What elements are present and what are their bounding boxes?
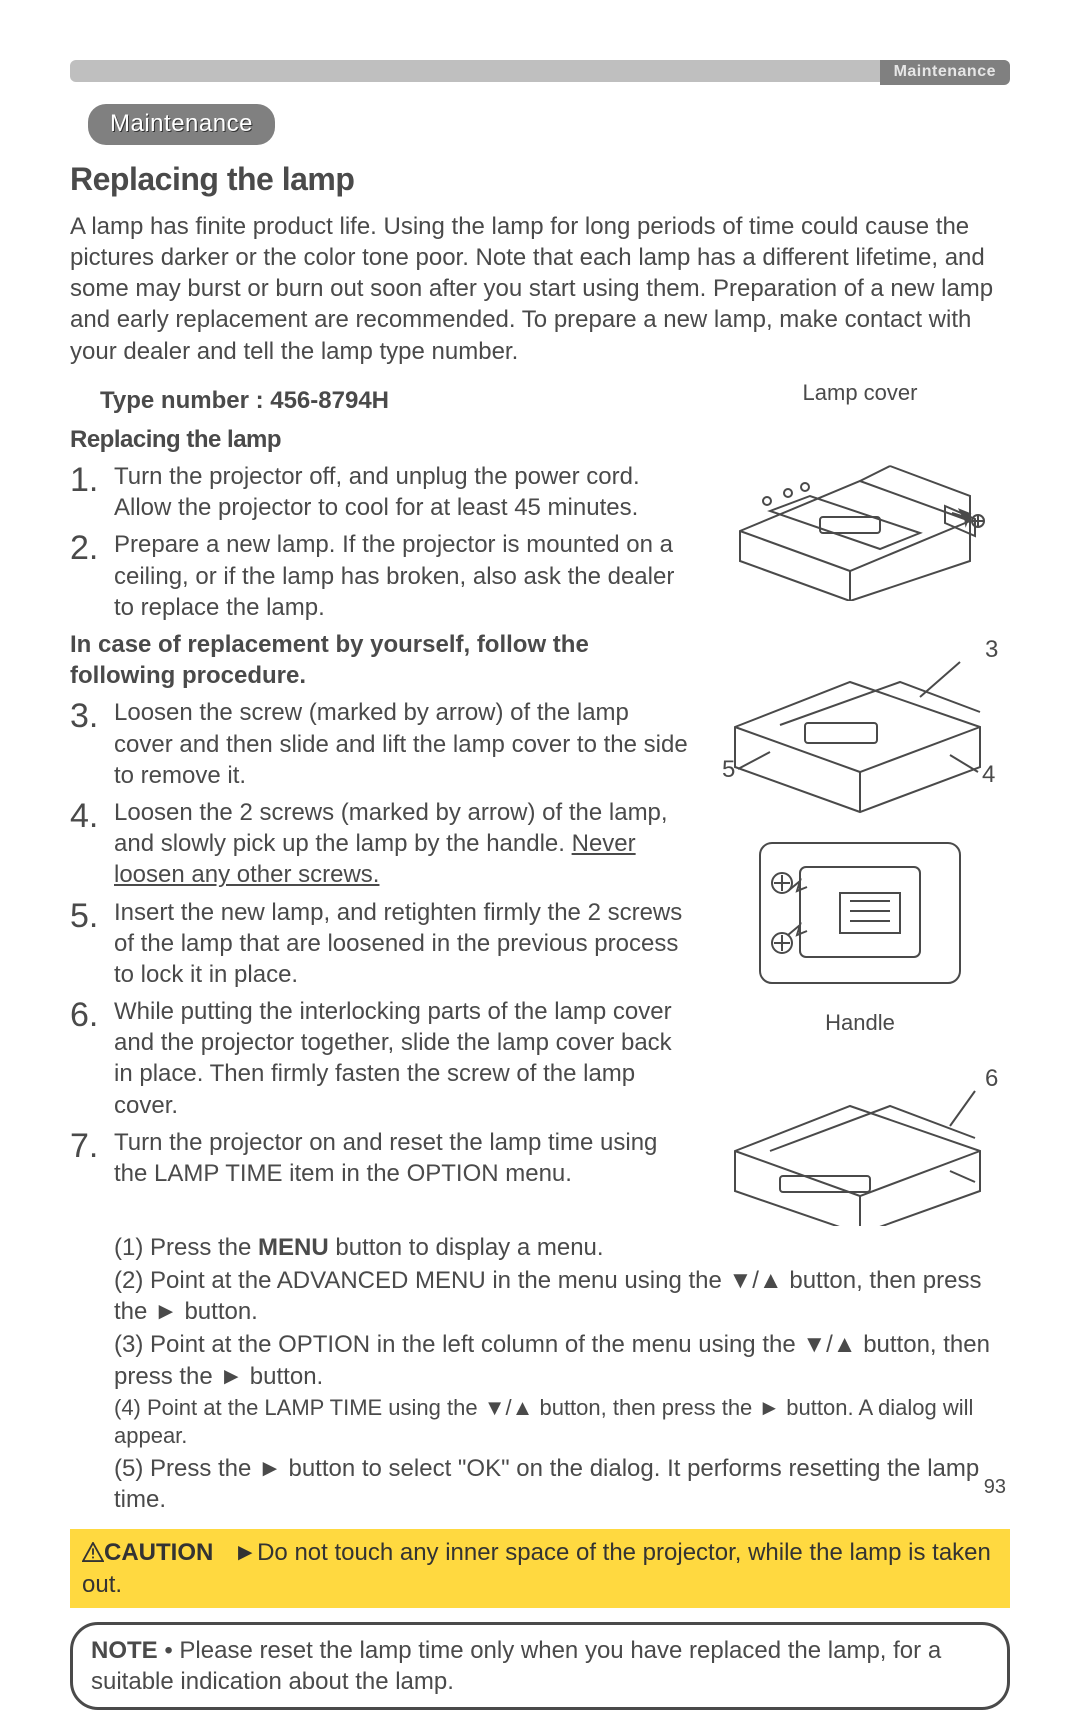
step-text: Turn the projector on and reset the lamp… <box>114 1127 692 1189</box>
caution-label: CAUTION <box>104 1539 213 1566</box>
step-number: 2. <box>70 529 114 565</box>
step-number: 7. <box>70 1127 114 1163</box>
caution-box: CAUTION ►Do not touch any inner space of… <box>70 1529 1010 1607</box>
intro-paragraph: A lamp has finite product life. Using th… <box>70 211 1010 367</box>
step-text: Prepare a new lamp. If the projector is … <box>114 529 692 623</box>
step-7: 7. Turn the projector on and reset the l… <box>70 1127 692 1189</box>
page-title: Replacing the lamp <box>70 159 1010 201</box>
substep-text: (1) Press the <box>114 1234 258 1261</box>
diagram-reassembled: 6 <box>720 1056 1000 1226</box>
note-label: NOTE <box>91 1637 158 1664</box>
substep-1: (1) Press the MENU button to display a m… <box>114 1232 1010 1263</box>
section-pill: Maintenance <box>88 104 275 145</box>
substep-2: (2) Point at the ADVANCED MENU in the me… <box>114 1265 1010 1327</box>
step-3: 3. Loosen the screw (marked by arrow) of… <box>70 697 692 791</box>
step-6: 6. While putting the interlocking parts … <box>70 996 692 1121</box>
svg-text:5: 5 <box>722 756 735 783</box>
substep-3: (3) Point at the OPTION in the left colu… <box>114 1329 1010 1391</box>
steps-self: 3. Loosen the screw (marked by arrow) of… <box>70 697 692 1189</box>
note-text: • Please reset the lamp time only when y… <box>91 1637 941 1695</box>
step-text: Turn the projector off, and unplug the p… <box>114 461 692 523</box>
step-5: 5. Insert the new lamp, and retighten fi… <box>70 897 692 991</box>
step-number: 5. <box>70 897 114 933</box>
step-number: 3. <box>70 697 114 733</box>
type-number: Type number : 456-8794H <box>100 385 692 416</box>
warning-icon <box>82 1542 104 1562</box>
subtitle: Replacing the lamp <box>70 424 692 455</box>
svg-text:6: 6 <box>985 1065 998 1092</box>
step-text: Loosen the 2 screws (marked by arrow) of… <box>114 797 692 891</box>
lamp-cover-label: Lamp cover <box>710 379 1010 408</box>
step-4: 4. Loosen the 2 screws (marked by arrow)… <box>70 797 692 891</box>
substep-5: (5) Press the ► button to select "OK" on… <box>114 1453 1010 1515</box>
step7-substeps: (1) Press the MENU button to display a m… <box>114 1232 1010 1516</box>
svg-text:4: 4 <box>982 761 995 788</box>
diagram-lamp-cover <box>720 411 1000 601</box>
step-text: Loosen the screw (marked by arrow) of th… <box>114 697 692 791</box>
diagram-screws: 3 5 4 <box>720 627 1000 817</box>
step-1: 1. Turn the projector off, and unplug th… <box>70 461 692 523</box>
diagram-lamp-unit <box>720 823 1000 1003</box>
substep-text: button to display a menu. <box>329 1234 604 1261</box>
step-2: 2. Prepare a new lamp. If the projector … <box>70 529 692 623</box>
header-bar: Maintenance <box>70 60 1010 82</box>
menu-bold: MENU <box>258 1234 329 1261</box>
diagram-column: Lamp cover <box>710 379 1010 1232</box>
step-number: 6. <box>70 996 114 1032</box>
step-number: 4. <box>70 797 114 833</box>
step-text: While putting the interlocking parts of … <box>114 996 692 1121</box>
page-number: 93 <box>984 1474 1006 1500</box>
step-number: 1. <box>70 461 114 497</box>
steps-initial: 1. Turn the projector off, and unplug th… <box>70 461 692 623</box>
header-category: Maintenance <box>880 60 1010 85</box>
self-replace-heading: In case of replacement by yourself, foll… <box>70 629 692 691</box>
caution-text: ►Do not touch any inner space of the pro… <box>82 1539 991 1597</box>
step-text: Insert the new lamp, and retighten firml… <box>114 897 692 991</box>
note-box: NOTE • Please reset the lamp time only w… <box>70 1622 1010 1710</box>
substep-4: (4) Point at the LAMP TIME using the ▼/▲… <box>114 1394 1010 1451</box>
svg-text:3: 3 <box>985 636 998 663</box>
handle-label: Handle <box>710 1009 1010 1038</box>
